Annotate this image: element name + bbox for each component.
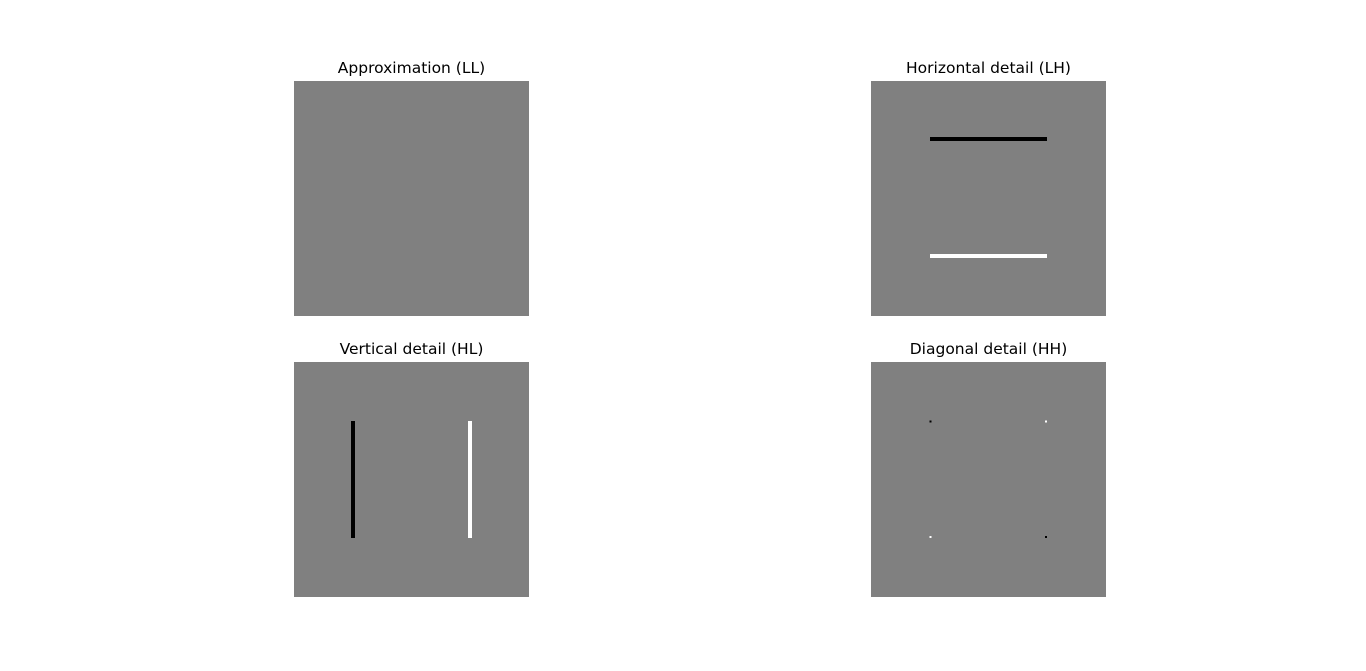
corner-dot-top-left	[929, 420, 932, 423]
diagonal-detail-title: Diagonal detail (HH)	[909, 340, 1068, 358]
horizontal-detail-image	[871, 81, 1106, 316]
diagonal-detail-image	[871, 362, 1106, 597]
approximation-background	[294, 81, 529, 316]
approximation-title: Approximation (LL)	[337, 59, 486, 77]
horizontal-detail-title: Horizontal detail (LH)	[906, 59, 1071, 77]
horizontal-edge-light	[930, 254, 1047, 258]
approximation-image	[294, 81, 529, 316]
corner-dot-bottom-left	[929, 536, 932, 538]
vertical-edge-dark	[351, 421, 355, 538]
horizontal-detail-background	[871, 81, 1106, 316]
vertical-detail-title: Vertical detail (HL)	[339, 340, 484, 358]
vertical-edge-light	[468, 421, 472, 538]
corner-dot-bottom-right	[1045, 536, 1047, 538]
vertical-detail-background	[294, 362, 529, 597]
corner-dot-top-right	[1045, 420, 1047, 423]
diagonal-detail-background	[871, 362, 1106, 597]
horizontal-edge-dark	[930, 137, 1047, 141]
vertical-detail-image	[294, 362, 529, 597]
